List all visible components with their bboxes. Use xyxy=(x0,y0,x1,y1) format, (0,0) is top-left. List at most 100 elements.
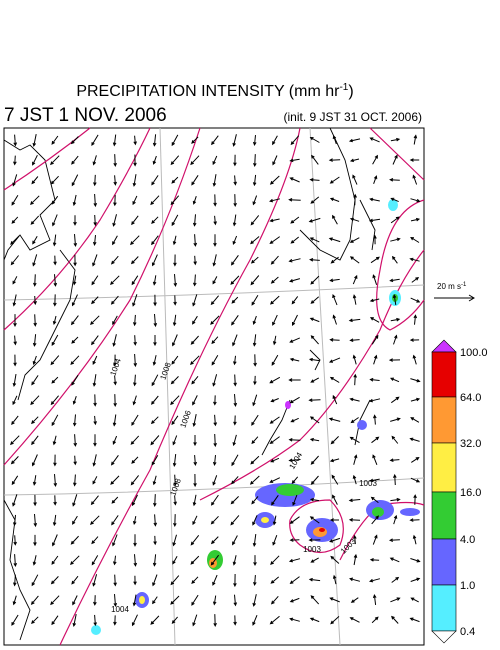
wind-arrow xyxy=(270,255,279,265)
lon-line xyxy=(159,127,176,646)
wind-arrow xyxy=(270,457,280,463)
wind-arrow xyxy=(332,394,338,405)
wind-arrow xyxy=(252,515,258,526)
wind-arrow xyxy=(233,573,237,588)
wind-arrow xyxy=(410,198,421,203)
wind-arrow xyxy=(70,315,79,326)
wind-arrow xyxy=(412,354,417,365)
wind-arrow xyxy=(372,534,378,545)
wind-arrow xyxy=(93,193,98,208)
wind-arrow xyxy=(191,175,199,186)
wind-arrow xyxy=(368,398,381,403)
wind-arrow xyxy=(230,496,239,505)
wind-arrow xyxy=(111,496,119,504)
wind-arrow xyxy=(132,314,137,327)
wind-arrow xyxy=(309,516,320,524)
wind-arrow xyxy=(191,594,199,606)
rain-area xyxy=(139,596,145,604)
wind-arrow xyxy=(50,576,59,585)
wind-arrow xyxy=(210,515,219,525)
wind-arrow xyxy=(250,215,260,226)
wind-arrow xyxy=(249,475,260,485)
wind-arrow xyxy=(190,355,200,365)
wind-scale-exponent: -1 xyxy=(461,282,467,288)
wind-arrow xyxy=(71,294,78,307)
wind-arrow xyxy=(130,435,140,445)
wind-arrow xyxy=(310,275,320,285)
wind-arrow xyxy=(369,298,380,303)
wind-arrow xyxy=(192,196,197,205)
wind-arrow xyxy=(89,515,100,526)
wind-arrow xyxy=(153,514,158,527)
wind-arrow xyxy=(250,455,260,465)
colorbar: 100.0 64.0 32.0 16.0 4.0 1.0 0.4 xyxy=(431,339,488,644)
wind-arrow xyxy=(410,417,420,423)
wind-arrow xyxy=(210,494,219,506)
wind-arrow xyxy=(393,473,397,486)
wind-arrow xyxy=(309,258,320,262)
wind-arrow xyxy=(231,454,239,467)
wind-arrow xyxy=(213,414,218,427)
wind-arrow xyxy=(50,355,60,366)
wind-arrow xyxy=(113,194,117,207)
wind-arrow xyxy=(308,398,321,402)
colorbar-label: 0.4 xyxy=(460,626,475,638)
wind-arrow xyxy=(309,416,320,424)
wind-arrow xyxy=(190,534,200,546)
wind-arrow xyxy=(113,615,117,626)
colorbar-labels: 100.0 64.0 32.0 16.0 4.0 1.0 0.4 xyxy=(460,347,488,638)
coastline xyxy=(359,199,376,251)
wind-arrow xyxy=(191,375,199,385)
wind-arrow xyxy=(349,158,360,163)
wind-arrow xyxy=(192,294,198,307)
title-text: PRECIPITATION INTENSITY (mm hr xyxy=(76,83,340,100)
wind-arrow xyxy=(328,357,341,363)
wind-arrow xyxy=(413,494,417,505)
rain-area xyxy=(372,507,384,517)
wind-arrow xyxy=(113,154,117,168)
wind-arrow xyxy=(133,534,137,547)
wind-arrow xyxy=(112,534,118,547)
wind-arrow xyxy=(130,235,140,246)
wind-arrow xyxy=(113,175,117,186)
wind-arrow xyxy=(192,214,197,227)
wind-arrow xyxy=(231,296,239,304)
wind-arrow xyxy=(213,234,217,247)
wind-arrow xyxy=(288,258,301,263)
wind-arrow xyxy=(212,155,218,166)
wind-arrow xyxy=(251,294,259,306)
wind-arrow xyxy=(393,514,398,525)
wind-arrow xyxy=(352,474,357,485)
wind-arrow xyxy=(13,535,17,546)
wind-arrow xyxy=(390,137,401,142)
wind-arrow xyxy=(193,234,198,247)
wind-arrow xyxy=(73,474,77,487)
wind-arrow xyxy=(33,274,37,287)
wind-arrow xyxy=(349,577,361,582)
wind-arrow xyxy=(290,216,300,224)
wind-arrow xyxy=(91,335,99,346)
wind-arrow xyxy=(211,355,219,366)
wind-arrow xyxy=(11,216,19,224)
wind-arrow xyxy=(210,554,219,566)
wind-arrow xyxy=(310,455,319,465)
wind-arrow xyxy=(330,436,339,445)
wind-arrow xyxy=(72,595,78,606)
wind-arrow xyxy=(213,215,217,226)
wind-arrow xyxy=(369,377,380,382)
wind-arrow xyxy=(71,374,79,386)
wind-arrow xyxy=(53,474,58,487)
wind-arrow xyxy=(52,234,57,247)
wind-arrow xyxy=(73,215,77,226)
wind-arrow xyxy=(133,135,137,146)
title-end: ) xyxy=(348,83,353,100)
wind-arrow xyxy=(349,217,360,222)
wind-arrow xyxy=(170,395,180,406)
wind-arrow xyxy=(170,595,180,605)
wind-arrow xyxy=(52,435,57,446)
wind-arrow xyxy=(368,218,381,223)
wind-arrow xyxy=(409,338,420,342)
isobar-label: 1003 xyxy=(303,545,321,554)
wind-arrow xyxy=(271,495,279,506)
wind-arrow xyxy=(331,474,339,485)
